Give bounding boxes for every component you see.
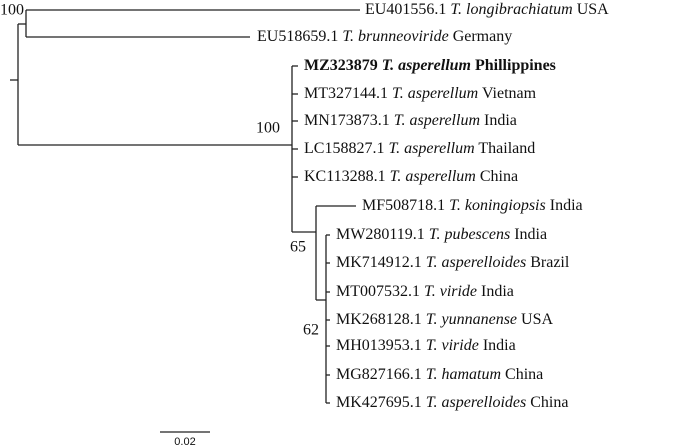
species: T. asperellum: [390, 168, 476, 185]
country: Brazil: [530, 254, 570, 271]
leaf-label: MG827166.1 T. hamatum China: [336, 366, 543, 383]
leaf-label: MK268128.1 T. yunnanense USA: [336, 311, 553, 328]
bootstrap-value: 100: [0, 2, 24, 19]
country: China: [505, 366, 543, 383]
species: T. koningiopsis: [449, 197, 546, 214]
country: China: [480, 168, 518, 185]
species: T. asperellum: [394, 112, 480, 129]
accession: MG827166.1: [336, 366, 422, 383]
scale-label: 0.02: [174, 436, 195, 448]
accession: KC113288.1: [304, 168, 386, 185]
country: Phillippines: [475, 57, 556, 74]
country: India: [514, 226, 547, 243]
leaf-label: MW280119.1 T. pubescens India: [336, 226, 547, 243]
accession: MF508718.1: [362, 197, 445, 214]
country: USA: [521, 311, 553, 328]
leaf-label: LC158827.1 T. asperellum Thailand: [304, 140, 535, 157]
country: Germany: [453, 28, 513, 45]
bootstrap-value: 100: [256, 120, 280, 137]
accession: MN173873.1: [304, 112, 390, 129]
accession: MK427695.1: [336, 394, 422, 411]
leaf-label: KC113288.1 T. asperellum China: [304, 168, 518, 185]
accession: EU401556.1: [365, 1, 446, 18]
species: T. asperellum: [388, 140, 474, 157]
leaf-label: MT327144.1 T. asperellum Vietnam: [304, 85, 537, 102]
accession: MT007532.1: [336, 283, 420, 300]
accession: EU518659.1: [257, 28, 338, 45]
accession: LC158827.1: [304, 140, 384, 157]
country: India: [484, 112, 517, 129]
country: Vietnam: [482, 85, 537, 102]
species: T. viride: [424, 283, 477, 300]
accession: MH013953.1: [336, 337, 422, 354]
species: T. asperellum: [382, 57, 471, 74]
leaf-label: EU401556.1 T. longibrachiatum USA: [365, 1, 609, 18]
accession: MZ323879: [304, 57, 378, 74]
species: T. longibrachiatum: [450, 1, 572, 18]
accession: MK268128.1: [336, 311, 422, 328]
species: T. viride: [426, 337, 479, 354]
species: T. brunneoviride: [342, 28, 448, 45]
leaf-label: MK714912.1 T. asperelloides Brazil: [336, 254, 570, 271]
species: T. pubescens: [429, 226, 510, 243]
country: USA: [577, 1, 609, 18]
species: T. yunnanense: [426, 311, 517, 328]
country: India: [483, 337, 516, 354]
accession: MW280119.1: [336, 226, 425, 243]
country: China: [530, 394, 568, 411]
country: Thailand: [478, 140, 535, 157]
bootstrap-value: 62: [303, 322, 319, 339]
leaf-label: MF508718.1 T. koningiopsis India: [362, 197, 583, 214]
leaf-label: MT007532.1 T. viride India: [336, 283, 514, 300]
country: India: [481, 283, 514, 300]
species: T. hamatum: [426, 366, 501, 383]
bootstrap-value: 65: [290, 239, 306, 256]
country: India: [550, 197, 583, 214]
leaf-label: MH013953.1 T. viride India: [336, 337, 516, 354]
accession: MK714912.1: [336, 254, 422, 271]
leaf-label: MK427695.1 T. asperelloides China: [336, 394, 568, 411]
leaf-label: EU518659.1 T. brunneoviride Germany: [257, 28, 512, 45]
species: T. asperelloides: [426, 254, 526, 271]
accession: MT327144.1: [304, 85, 388, 102]
species: T. asperelloides: [426, 394, 526, 411]
leaf-label: MN173873.1 T. asperellum India: [304, 112, 517, 129]
species: T. asperellum: [392, 85, 478, 102]
leaf-label: MZ323879 T. asperellum Phillippines: [304, 57, 556, 74]
